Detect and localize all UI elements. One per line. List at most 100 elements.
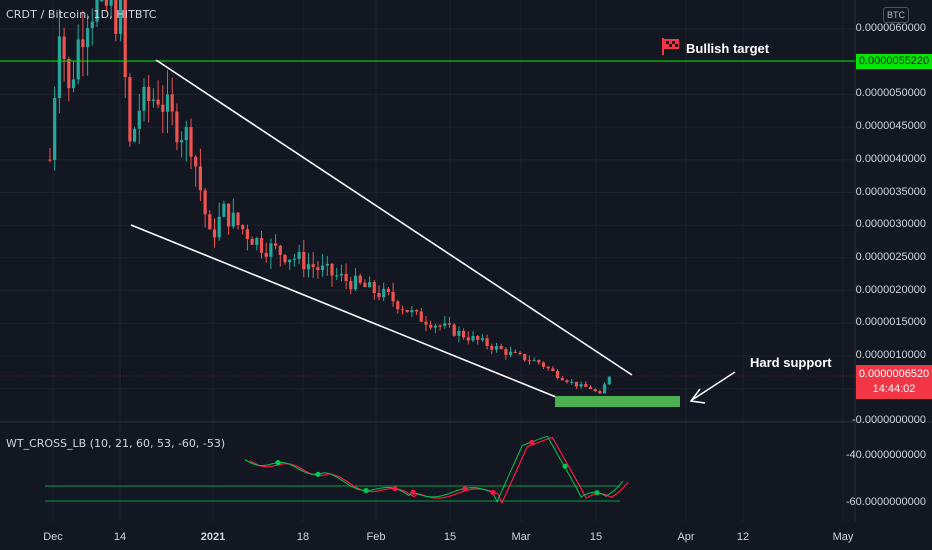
candle — [76, 24, 80, 85]
candle — [151, 88, 155, 108]
chart-title[interactable]: CRDT / Bitcoin, 1D, HITBTC — [6, 8, 157, 21]
price-axis-label: 0.0000045000 — [855, 120, 926, 133]
channel-upper-line — [155, 59, 633, 376]
price-axis-label: 0.0000050000 — [855, 87, 926, 100]
candle — [509, 346, 513, 358]
candle — [147, 75, 151, 123]
candle — [546, 365, 550, 371]
cross-dot — [410, 489, 416, 495]
candle — [71, 61, 76, 93]
candle — [321, 254, 325, 277]
cross-dot — [529, 439, 535, 446]
candle — [269, 238, 273, 269]
time-axis-label: 14 — [113, 531, 127, 543]
candle — [570, 378, 574, 385]
wt2-line — [249, 436, 629, 505]
candle — [189, 118, 193, 170]
candle — [222, 200, 226, 218]
price-axis-label: 0.0000015000 — [855, 316, 926, 329]
candle — [81, 10, 85, 77]
candle — [175, 103, 179, 151]
bullish-target-label: Bullish target — [686, 41, 770, 56]
candle — [518, 350, 522, 356]
candle — [330, 262, 334, 287]
time-axis-label: 12 — [736, 531, 750, 543]
candle — [231, 198, 235, 229]
candle — [391, 282, 395, 307]
candle — [283, 254, 287, 265]
candle — [607, 376, 611, 386]
time-axis-label: Mar — [511, 531, 531, 543]
price-axis-label: 0.0000020000 — [855, 283, 926, 296]
cross-dot — [275, 460, 281, 466]
candle — [90, 8, 94, 46]
candle — [67, 56, 71, 102]
candle — [306, 252, 311, 278]
candle — [245, 224, 249, 251]
time-axis-label: 15 — [443, 531, 457, 543]
candle — [302, 239, 306, 278]
candle — [494, 342, 499, 353]
candle — [433, 323, 437, 334]
candle — [593, 388, 597, 392]
candle — [194, 154, 198, 187]
candle — [537, 359, 541, 365]
candle — [382, 282, 386, 302]
candle — [358, 273, 362, 286]
candle — [551, 366, 555, 372]
cross-dot — [315, 471, 321, 477]
price-axis-label: 0.0000010000 — [855, 349, 926, 361]
candles — [48, 0, 611, 394]
candle — [86, 14, 90, 76]
last-price-tag: 0.0000006520 14:44:02 — [856, 365, 932, 399]
candle — [325, 255, 329, 276]
candle — [114, 0, 118, 42]
candle — [476, 335, 480, 345]
candle — [452, 323, 456, 337]
countdown-timer: 14:44:02 — [872, 383, 916, 395]
channel-lower-line — [130, 224, 557, 398]
price-axis-label: -0.0000000000 — [851, 414, 926, 427]
candle — [142, 78, 146, 122]
candle — [170, 77, 174, 126]
indicator-title[interactable]: WT_CROSS_LB (10, 21, 60, 53, -60, -53) — [6, 437, 226, 450]
candle — [386, 286, 390, 296]
candle — [429, 320, 433, 330]
candle — [62, 27, 66, 82]
candle — [255, 236, 259, 251]
candle — [184, 120, 188, 162]
candle — [419, 308, 423, 322]
candle — [598, 389, 602, 394]
candle — [344, 263, 348, 290]
candle — [574, 381, 578, 389]
candle — [443, 315, 447, 329]
time-axis-label: Feb — [366, 531, 386, 543]
chart-grid — [0, 0, 855, 522]
candle — [274, 234, 278, 250]
candle — [579, 381, 583, 389]
cross-dot — [363, 487, 369, 494]
candle — [485, 334, 489, 350]
last-price-value: 0.0000006520 — [858, 368, 930, 380]
indicator-axis-label: -40.0000000000 — [845, 449, 926, 461]
price-axis-label: 0.0000060000 — [855, 22, 926, 34]
support-arrow — [689, 371, 736, 404]
candle — [424, 315, 428, 332]
candle — [133, 126, 137, 143]
cross-dot — [562, 463, 568, 469]
candle — [377, 285, 381, 301]
candle — [462, 328, 466, 340]
candle — [471, 331, 475, 343]
candle — [165, 70, 170, 134]
candle — [499, 343, 503, 350]
candle — [118, 0, 123, 42]
candle — [523, 353, 527, 362]
candle — [104, 0, 108, 11]
candle — [603, 382, 607, 394]
target-price-tag: 0.0000055220 — [856, 54, 932, 69]
candle — [128, 73, 132, 147]
candle — [137, 93, 141, 144]
candle — [161, 85, 165, 134]
currency-badge[interactable]: BTC — [883, 7, 909, 23]
